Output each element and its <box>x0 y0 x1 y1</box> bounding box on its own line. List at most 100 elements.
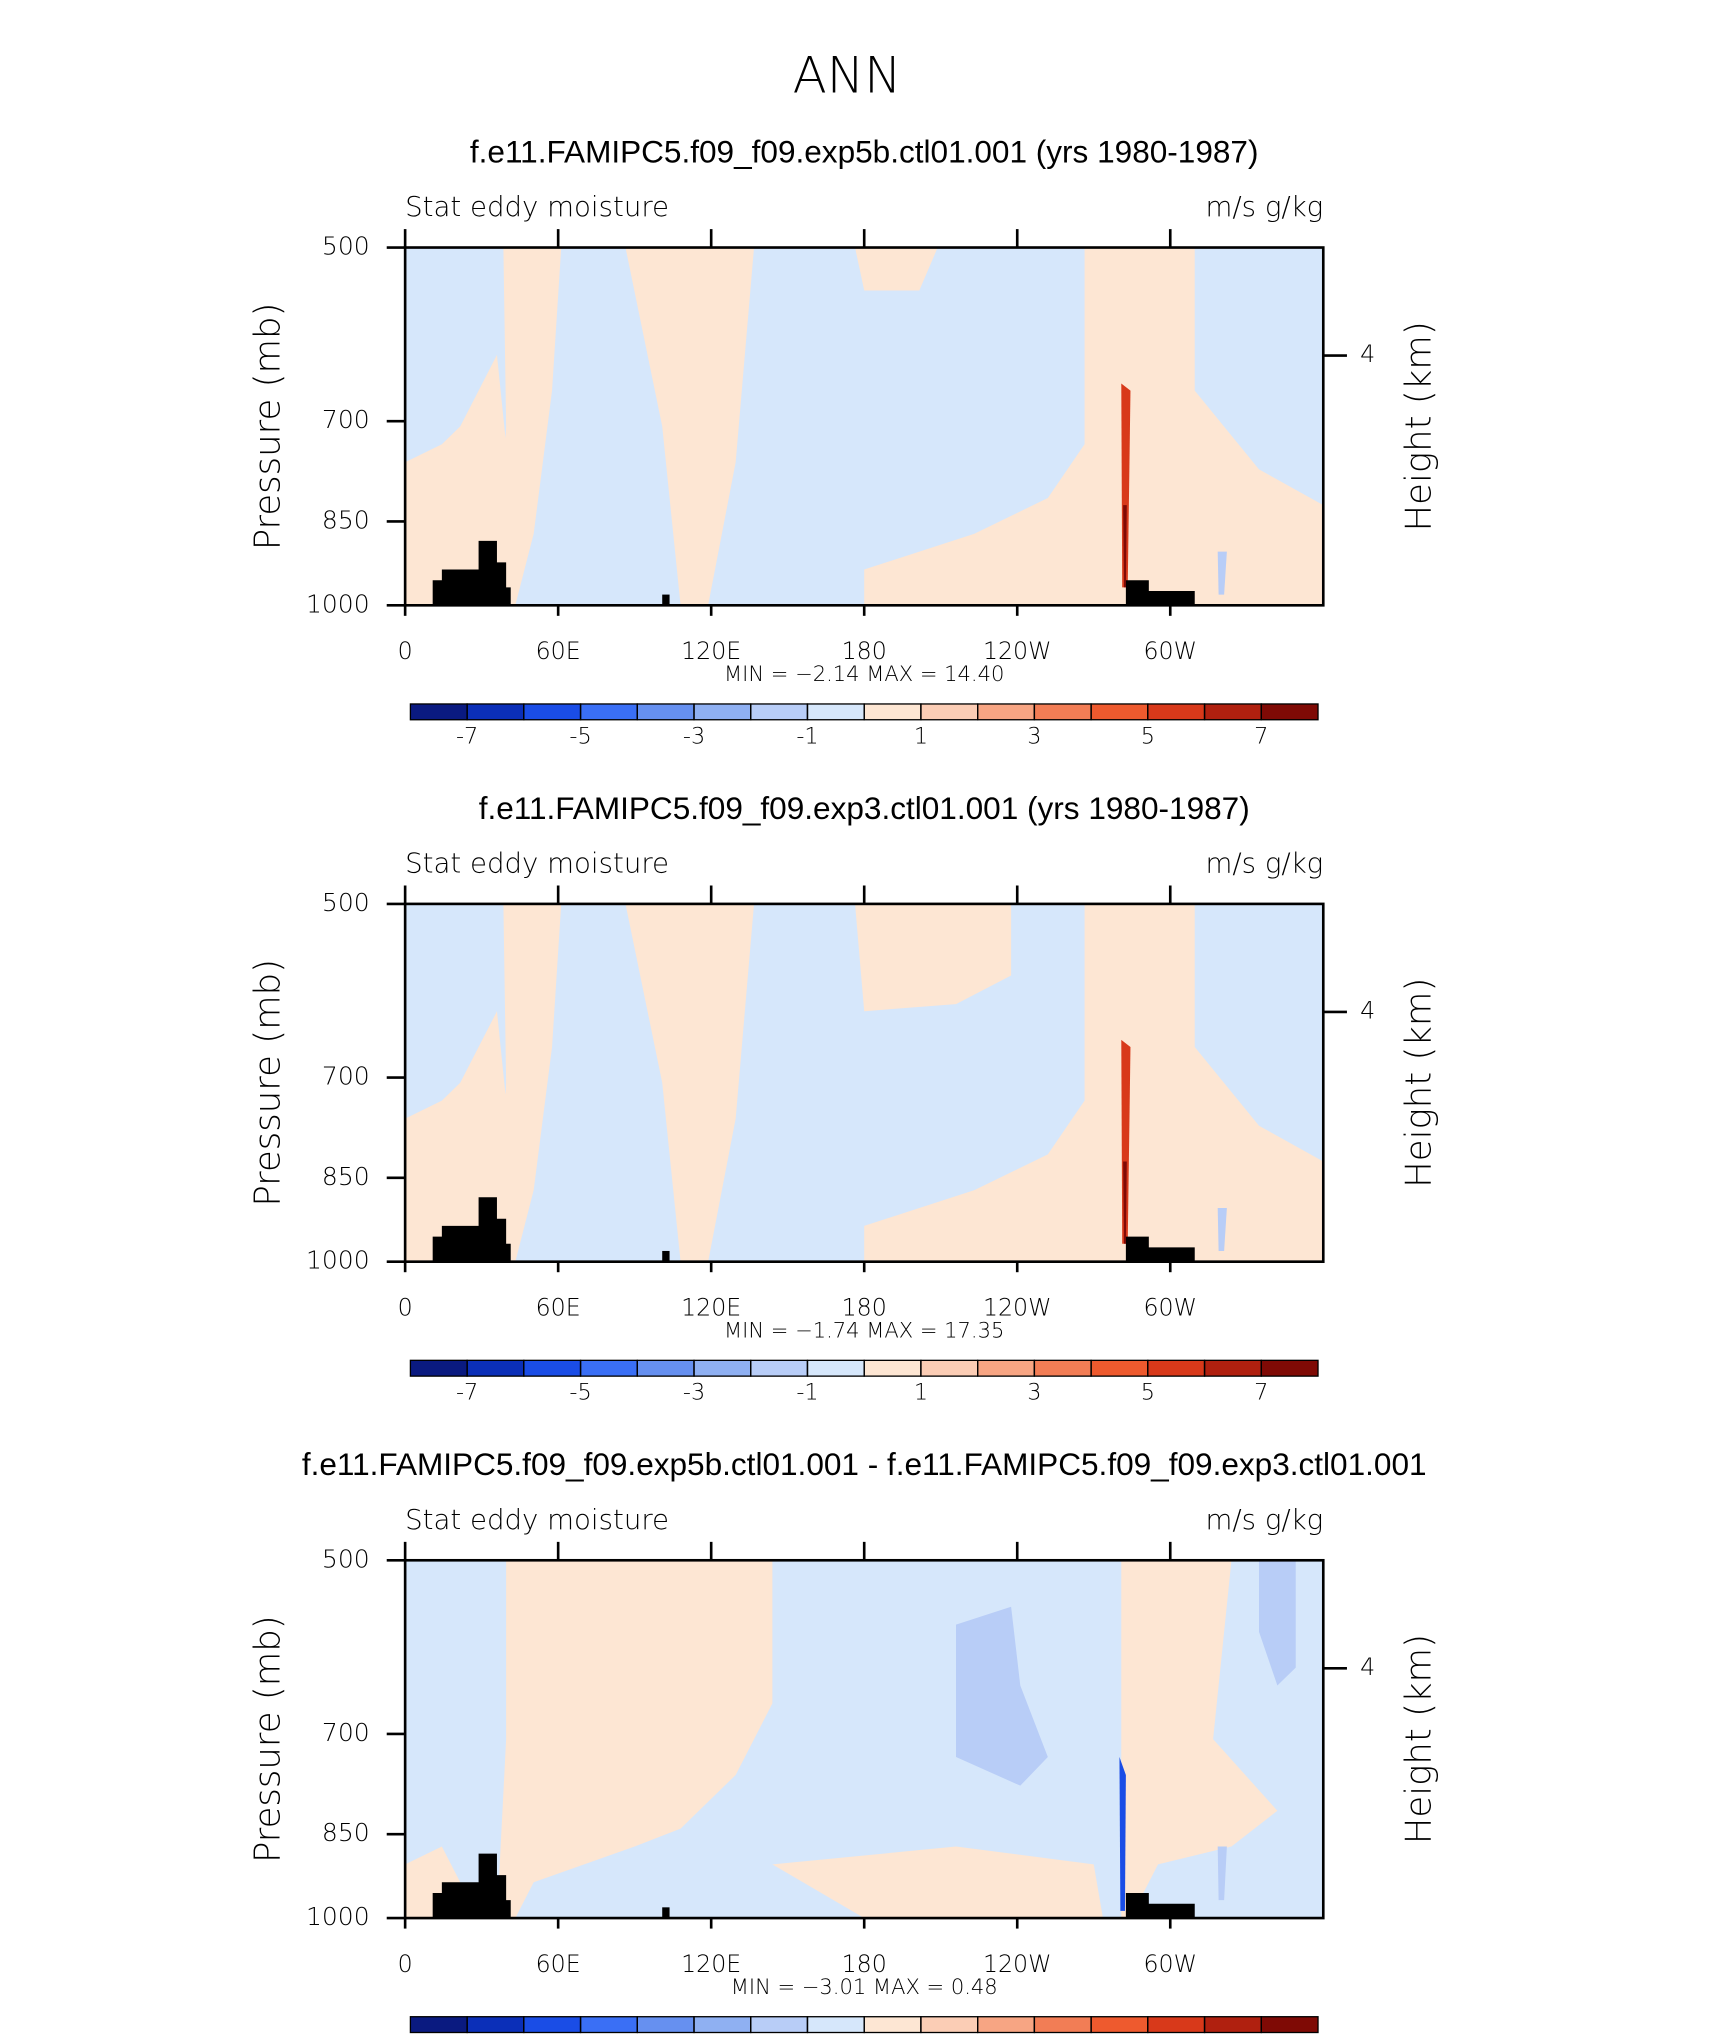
panel: f.e11.FAMIPC5.f09_f09.exp3.ctl01.001 (yr… <box>248 790 1440 1406</box>
colorbar-box <box>523 703 582 721</box>
colorbar-box <box>409 1359 468 1377</box>
panel-title: f.e11.FAMIPC5.f09_f09.exp5b.ctl01.001 - … <box>302 1446 1427 1482</box>
x-tick-label: 60W <box>1144 1950 1198 1978</box>
contour-region <box>496 903 562 1262</box>
colorbar-box <box>863 1359 922 1377</box>
x-tick-label: 180 <box>842 637 887 665</box>
colorbar-box <box>1203 2016 1262 2034</box>
colorbar-box <box>863 2016 922 2034</box>
colorbar-label: -1 <box>796 1380 818 1406</box>
colorbar-box <box>1203 703 1262 721</box>
x-tick-label: 180 <box>842 1294 887 1322</box>
contour-region <box>625 247 755 606</box>
colorbar-box <box>1090 703 1149 721</box>
colorbar-label: -0.6 <box>729 2036 773 2038</box>
left-label: Stat eddy moisture <box>405 190 669 223</box>
page-title: ANN <box>793 47 902 105</box>
colorbar-box <box>1147 703 1206 721</box>
contour-region <box>496 1560 773 1919</box>
colorbar-box <box>466 703 525 721</box>
x-tick-label: 60W <box>1144 637 1198 665</box>
colorbar-box <box>1033 2016 1092 2034</box>
colorbar-box <box>523 2016 582 2034</box>
colorbar-box <box>806 1359 865 1377</box>
right-label: m/s g/kg <box>1205 846 1323 879</box>
colorbar-box <box>636 1359 695 1377</box>
y-tick-label: 500 <box>322 232 370 261</box>
colorbar-label: -1.8 <box>502 2036 546 2038</box>
x-tick-label: 120W <box>983 1950 1052 1978</box>
x-tick-label: 180 <box>842 1950 887 1978</box>
contour-region <box>1119 1757 1126 1911</box>
colorbar-box <box>1203 1359 1262 1377</box>
colorbar-label: 5 <box>1141 723 1155 749</box>
stats: MIN = −3.01 MAX = 0.48 <box>731 1974 998 1999</box>
y-tick-label: 850 <box>322 1818 370 1847</box>
right-label: m/s g/kg <box>1205 1503 1323 1536</box>
colorbar-label: -1 <box>796 723 818 749</box>
contour-region <box>1121 1560 1278 1919</box>
stats: MIN = −1.74 MAX = 17.35 <box>724 1317 1004 1342</box>
colorbar-box <box>920 703 979 721</box>
x-tick-label: 60E <box>536 1950 581 1978</box>
x-tick-label: 60W <box>1144 1294 1198 1322</box>
colorbar-box <box>977 703 1036 721</box>
colorbar-box <box>693 703 752 721</box>
colorbar-box <box>579 2016 638 2034</box>
contour-region <box>855 247 938 291</box>
stats: MIN = −2.14 MAX = 14.40 <box>724 661 1004 686</box>
colorbar-label: -1.2 <box>615 2036 659 2038</box>
colorbar-label: -3 <box>683 723 705 749</box>
contour-region <box>1121 247 1324 606</box>
colorbar-box <box>1260 2016 1319 2034</box>
panel: f.e11.FAMIPC5.f09_f09.exp5b.ctl01.001 - … <box>248 1446 1440 2038</box>
topography <box>662 1250 670 1262</box>
y-axis-label: Pressure (mb) <box>248 303 289 551</box>
contour-region <box>956 1606 1048 1786</box>
colorbar-box <box>750 2016 809 2034</box>
colorbar-box <box>1260 1359 1319 1377</box>
colorbar-box <box>579 703 638 721</box>
colorbar-box <box>1260 703 1319 721</box>
y-tick-label: 500 <box>322 1544 370 1573</box>
y2-axis-label: Height (km) <box>1399 321 1440 531</box>
left-label: Stat eddy moisture <box>405 846 669 879</box>
colorbar-box <box>523 1359 582 1377</box>
colorbar-label: 1.8 <box>1187 2036 1223 2038</box>
colorbar-box <box>466 2016 525 2034</box>
contour-region <box>864 903 1140 1262</box>
x-tick-label: 60E <box>536 637 581 665</box>
y-tick-label: 1000 <box>306 1902 370 1931</box>
y-tick-label: 850 <box>322 1162 370 1191</box>
colorbar-box <box>693 2016 752 2034</box>
y-axis-label: Pressure (mb) <box>248 1615 289 1863</box>
colorbar-box <box>1033 1359 1092 1377</box>
y-tick-label: 850 <box>322 505 370 534</box>
colorbar-box <box>863 703 922 721</box>
colorbar-label: 3 <box>1027 1380 1041 1406</box>
colorbar-box <box>466 1359 525 1377</box>
colorbar-box <box>750 703 809 721</box>
topography <box>1125 580 1195 606</box>
contour-region <box>625 903 755 1262</box>
colorbar-box <box>1147 1359 1206 1377</box>
colorbar-label: 0 <box>857 2036 871 2038</box>
panel-title: f.e11.FAMIPC5.f09_f09.exp3.ctl01.001 (yr… <box>479 790 1250 826</box>
contour-region <box>1259 1560 1296 1686</box>
y2-tick-label: 4 <box>1360 996 1375 1024</box>
colorbar-label: 1 <box>914 1380 928 1406</box>
colorbar-label: -5 <box>569 1380 591 1406</box>
colorbar-box <box>1033 703 1092 721</box>
contour-region <box>1217 1208 1227 1251</box>
colorbar-label: -5 <box>569 723 591 749</box>
topography <box>432 540 511 606</box>
contour-region <box>496 247 562 606</box>
left-label: Stat eddy moisture <box>405 1503 669 1536</box>
colorbar-box <box>806 2016 865 2034</box>
colorbar-box <box>409 2016 468 2034</box>
y-tick-label: 1000 <box>306 1246 370 1275</box>
colorbar-label: 0.6 <box>960 2036 996 2038</box>
contour-region <box>1123 1161 1127 1244</box>
colorbar-box <box>977 1359 1036 1377</box>
